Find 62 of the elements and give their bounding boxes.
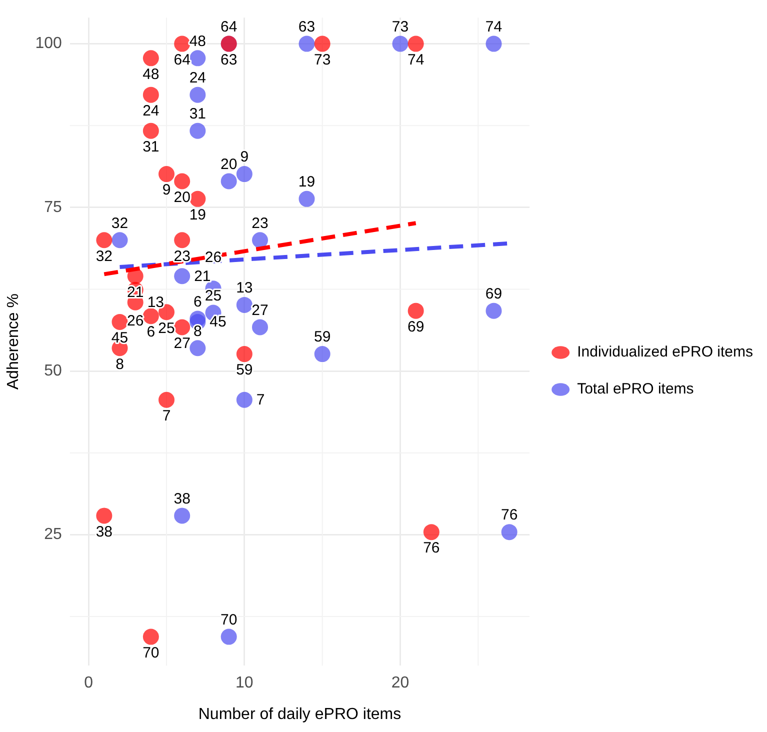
y-tick-label: 75	[44, 198, 62, 216]
x-tick-label: 20	[391, 674, 410, 692]
annotation: 21	[127, 284, 144, 301]
annotation: 21	[194, 268, 211, 285]
annotation: 19	[298, 174, 316, 191]
legend-label: Individualized ePRO items	[577, 344, 754, 361]
annotation: 24	[142, 102, 160, 120]
annotation: 26	[127, 312, 144, 330]
annotation: 73	[314, 51, 331, 68]
annotation: 23	[252, 214, 268, 232]
annotation: 45	[210, 314, 226, 331]
annotation: 31	[142, 138, 160, 156]
y-tick-label: 50	[44, 362, 62, 380]
annotation: 25	[204, 287, 222, 304]
annotation: 8	[116, 356, 124, 373]
annotation: 32	[111, 214, 128, 232]
annotation: 19	[189, 206, 206, 224]
y-tick-label: 100	[35, 35, 62, 52]
annotation: 38	[174, 490, 190, 508]
annotation: 38	[96, 523, 113, 540]
annotation: 73	[392, 18, 409, 36]
annotation: 7	[162, 407, 171, 424]
annotation: 13	[147, 294, 164, 311]
legend-label: Total ePRO items	[577, 380, 694, 398]
annotation: 76	[500, 506, 518, 524]
y-tick-label: 25	[44, 526, 62, 544]
annotation: 59	[314, 328, 331, 346]
annotation: 25	[158, 320, 175, 337]
annotation: 32	[96, 248, 113, 265]
annotation: 70	[220, 611, 238, 628]
annotation: 70	[142, 644, 160, 662]
annotation: 13	[236, 280, 253, 297]
annotation: 59	[236, 362, 253, 379]
annotation: 69	[485, 285, 502, 302]
annotation: 64	[220, 18, 238, 36]
x-tick-label: 0	[84, 674, 94, 692]
annotation: 63	[220, 51, 238, 68]
annotation: 74	[485, 18, 502, 36]
annotation: 7	[256, 391, 265, 408]
annotation: 9	[162, 182, 171, 199]
annotation: 23	[174, 248, 190, 265]
annotation: 69	[407, 318, 424, 336]
annotation: 9	[240, 148, 249, 166]
annotation: 48	[142, 66, 160, 83]
annotation: 24	[189, 69, 206, 86]
annotation: 27	[252, 302, 268, 319]
x-tick-label: 10	[236, 674, 254, 692]
annotation: 64	[174, 51, 190, 68]
annotation: 20	[174, 188, 190, 206]
annotation: 26	[204, 249, 222, 266]
annotation: 63	[298, 18, 316, 36]
annotation: 76	[423, 540, 440, 557]
annotation: 8	[194, 322, 202, 340]
annotation: 6	[146, 324, 156, 341]
annotation: 31	[189, 105, 206, 122]
annotation: 6	[194, 293, 202, 310]
y-axis-title: Adherence %	[5, 294, 22, 390]
x-axis-title: Number of daily ePRO items	[198, 706, 402, 723]
annotation: 74	[407, 51, 424, 68]
annotation: 48	[189, 32, 206, 50]
annotation: 27	[174, 334, 190, 352]
annotation: 20	[220, 156, 238, 173]
